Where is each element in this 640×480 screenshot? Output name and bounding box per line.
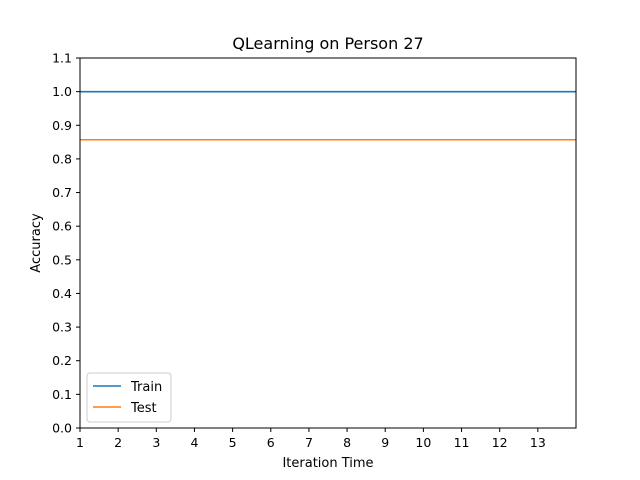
y-tick-label: 0.8 (52, 151, 72, 166)
y-tick-label: 0.6 (52, 219, 72, 234)
x-tick-label: 13 (530, 435, 546, 450)
x-tick-label: 2 (114, 435, 122, 450)
x-tick-label: 6 (267, 435, 275, 450)
y-tick-label: 0.3 (52, 320, 72, 335)
x-tick-label: 10 (415, 435, 431, 450)
y-axis: 0.0 0.1 0.2 0.3 0.4 0.5 0.6 0.7 0.8 0.9 1.0 1.1 (52, 51, 80, 436)
x-tick-label: 11 (454, 435, 470, 450)
x-tick-label: 5 (229, 435, 237, 450)
y-tick-label: 0.2 (52, 353, 72, 368)
legend-label-train: Train (130, 380, 162, 395)
chart-title: QLearning on Person 27 (232, 34, 423, 53)
x-axis-label: Iteration Time (282, 456, 373, 471)
y-tick-label: 0.7 (52, 185, 72, 200)
y-tick-label: 1.0 (52, 84, 72, 99)
x-tick-label: 12 (492, 435, 508, 450)
x-axis: 1 2 3 4 5 6 7 8 9 10 11 12 13 (76, 428, 546, 450)
y-tick-label: 0.9 (52, 118, 72, 133)
y-axis-label: Accuracy (29, 213, 44, 273)
y-tick-label: 0.0 (52, 421, 72, 436)
x-tick-label: 1 (76, 435, 84, 450)
y-tick-label: 0.1 (52, 387, 72, 402)
x-tick-label: 4 (190, 435, 198, 450)
series-layer (80, 90, 576, 141)
legend: Train Test (86, 372, 172, 423)
x-tick-label: 7 (305, 435, 313, 450)
x-tick-label: 8 (343, 435, 351, 450)
y-tick-label: 1.1 (52, 51, 72, 66)
x-tick-label: 3 (152, 435, 160, 450)
x-tick-label: 9 (381, 435, 389, 450)
legend-label-test: Test (130, 401, 157, 416)
y-tick-label: 0.5 (52, 252, 72, 267)
y-tick-label: 0.4 (52, 286, 72, 301)
plot-frame (79, 57, 577, 429)
